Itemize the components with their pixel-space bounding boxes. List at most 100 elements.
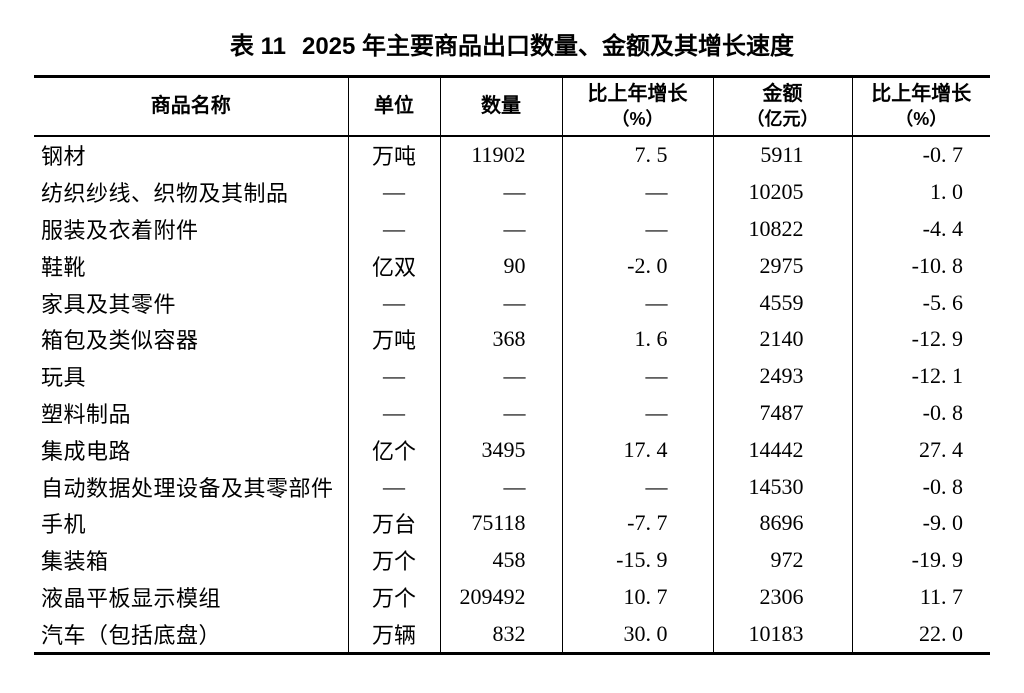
cell-amount-growth: -12. 1 (851, 357, 990, 395)
cell-amount-growth: -19. 9 (851, 541, 990, 579)
cell-unit: — (347, 468, 440, 505)
cell-amount: 10183 (712, 615, 852, 654)
cell-quantity: 75118 (439, 504, 562, 542)
cell-quantity: — (439, 468, 562, 505)
col-header-amount: 金额 （亿元） (712, 76, 852, 137)
cell-amount-growth: -4. 4 (851, 210, 990, 248)
cell-quantity-growth: — (561, 394, 713, 432)
table-row: 液晶平板显示模组 万个 209492 10. 7 2306 11. 7 (34, 578, 990, 616)
cell-amount: 10822 (712, 210, 852, 248)
cell-unit: 万吨 (347, 136, 440, 174)
table-header: 商品名称 单位 数量 比上年增长 （%） 金额 （亿元） (34, 76, 990, 137)
cell-amount-growth: -5. 6 (851, 284, 990, 321)
cell-quantity-growth: — (561, 468, 713, 505)
cell-commodity: 玩具 (41, 365, 87, 391)
cell-amount-growth: -12. 9 (851, 320, 990, 358)
cell-commodity: 自动数据处理设备及其零部件 (41, 475, 334, 501)
cell-amount-growth: 1. 0 (851, 173, 990, 211)
table-row: 手机 万台 75118 -7. 7 8696 -9. 0 (34, 504, 990, 542)
table-row: 集成电路 亿个 3495 17. 4 14442 27. 4 (34, 431, 990, 469)
cell-amount-growth: -0. 8 (851, 468, 990, 505)
cell-commodity: 手机 (41, 512, 87, 538)
col-header-amount-growth: 比上年增长 （%） (851, 76, 990, 137)
cell-quantity-growth: -15. 9 (561, 541, 713, 579)
cell-unit: — (347, 357, 440, 395)
cell-commodity: 服装及衣着附件 (41, 217, 199, 243)
cell-commodity: 箱包及类似容器 (41, 328, 199, 354)
table-row: 纺织纱线、织物及其制品 — — —10205 1. 0 (34, 173, 990, 211)
cell-quantity-growth: — (561, 357, 713, 395)
cell-unit: 亿双 (347, 247, 440, 285)
cell-quantity: 209492 (439, 578, 562, 616)
cell-amount-growth: 11. 7 (851, 578, 990, 616)
cell-commodity: 纺织纱线、织物及其制品 (41, 181, 289, 207)
cell-quantity-growth: 30. 0 (561, 615, 713, 654)
cell-unit: 万个 (347, 578, 440, 616)
cell-quantity-growth: — (561, 284, 713, 321)
cell-commodity: 鞋靴 (41, 254, 87, 280)
cell-amount-growth: -9. 0 (851, 504, 990, 542)
cell-unit: 万吨 (347, 320, 440, 358)
cell-amount: 10205 (712, 173, 852, 211)
col-header-unit: 单位 (347, 76, 440, 137)
table-row: 服装及衣着附件 — — —10822 -4. 4 (34, 210, 990, 248)
table-caption: 表 11 2025 年主要商品出口数量、金额及其增长速度 (0, 33, 1024, 61)
cell-quantity: — (439, 173, 562, 211)
cell-unit: 亿个 (347, 431, 440, 469)
col-header-commodity: 商品名称 (34, 76, 348, 137)
cell-quantity-growth: -7. 7 (561, 504, 713, 542)
cell-quantity-growth: 1. 6 (561, 320, 713, 358)
cell-commodity: 家具及其零件 (41, 291, 177, 317)
cell-quantity: 90 (439, 247, 562, 285)
cell-amount-growth: 27. 4 (851, 431, 990, 469)
cell-amount-growth: -0. 8 (851, 394, 990, 432)
cell-quantity: — (439, 357, 562, 395)
cell-unit: — (347, 394, 440, 432)
cell-quantity-growth: 10. 7 (561, 578, 713, 616)
header-row: 商品名称 单位 数量 比上年增长 （%） 金额 （亿元） (34, 76, 990, 137)
cell-amount: 5911 (712, 136, 852, 174)
cell-quantity-growth: 17. 4 (561, 431, 713, 469)
cell-commodity: 钢材 (41, 144, 87, 170)
cell-amount-growth: 22. 0 (851, 615, 990, 654)
cell-amount: 14530 (712, 468, 852, 505)
cell-amount: 2493 (712, 357, 852, 395)
table-row: 自动数据处理设备及其零部件 — — —14530 -0. 8 (34, 468, 990, 505)
cell-amount-growth: -0. 7 (851, 136, 990, 174)
table-title: 2025 年主要商品出口数量、金额及其增长速度 (301, 33, 795, 60)
table-row: 箱包及类似容器 万吨 368 1. 6 2140 -12. 9 (34, 320, 990, 358)
table-row: 钢材 万吨 11902 7. 5 5911 -0. 7 (34, 136, 990, 174)
cell-unit: 万台 (347, 504, 440, 542)
col-header-quantity: 数量 (439, 76, 562, 137)
cell-quantity-growth: — (561, 210, 713, 248)
col-header-quantity-growth: 比上年增长 （%） (561, 76, 713, 137)
cell-amount: 4559 (712, 284, 852, 321)
cell-amount: 14442 (712, 431, 852, 469)
cell-unit: — (347, 173, 440, 211)
cell-quantity: — (439, 394, 562, 432)
cell-quantity: — (439, 284, 562, 321)
cell-commodity: 集装箱 (41, 549, 109, 575)
cell-amount: 7487 (712, 394, 852, 432)
cell-quantity: 11902 (439, 136, 562, 174)
cell-amount: 2140 (712, 320, 852, 358)
cell-unit: 万个 (347, 541, 440, 579)
cell-commodity: 塑料制品 (41, 401, 132, 427)
cell-commodity: 液晶平板显示模组 (41, 585, 222, 611)
cell-quantity-growth: -2. 0 (561, 247, 713, 285)
table-row: 塑料制品 — — —7487 -0. 8 (34, 394, 990, 432)
cell-quantity: 3495 (439, 431, 562, 469)
table-row: 家具及其零件 — — —4559 -5. 6 (34, 284, 990, 321)
cell-amount-growth: -10. 8 (851, 247, 990, 285)
table-row: 集装箱 万个 458 -15. 9 972 -19. 9 (34, 541, 990, 579)
cell-unit: 万辆 (347, 615, 440, 654)
cell-amount: 2975 (712, 247, 852, 285)
cell-quantity: 368 (439, 320, 562, 358)
cell-amount: 2306 (712, 578, 852, 616)
cell-commodity: 汽车（包括底盘） (41, 622, 222, 648)
cell-quantity-growth: — (561, 173, 713, 211)
table-container: 商品名称 单位 数量 比上年增长 （%） 金额 （亿元） (34, 75, 990, 656)
cell-amount: 8696 (712, 504, 852, 542)
table-body: 钢材 万吨 11902 7. 5 5911 -0. 7 纺织纱线、织物及其制品 — — —1020… (34, 136, 990, 654)
